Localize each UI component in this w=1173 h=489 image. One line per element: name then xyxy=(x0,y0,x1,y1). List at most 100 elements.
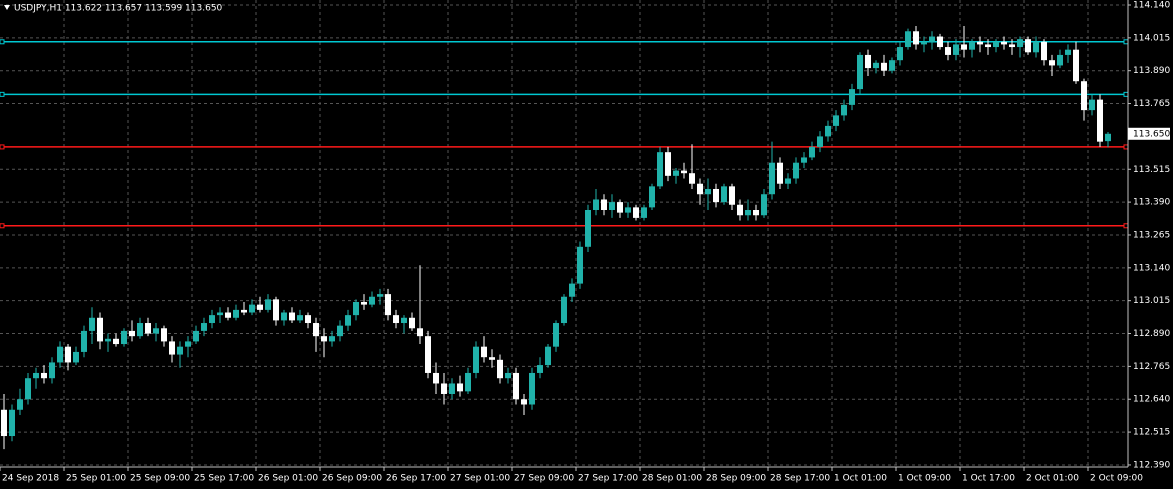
x-tick-label: 27 Sep 01:00 xyxy=(450,474,510,484)
y-tick-label: 113.015 xyxy=(1133,296,1170,306)
x-tick-label: 25 Sep 09:00 xyxy=(130,474,190,484)
candle-body xyxy=(497,359,503,379)
candle-body xyxy=(753,210,759,216)
candle-body xyxy=(217,312,223,316)
candle-body xyxy=(297,315,303,321)
candle-body xyxy=(729,186,735,205)
candle-body xyxy=(337,325,343,337)
candle-body xyxy=(89,317,95,331)
candle-body xyxy=(401,317,407,324)
candle-body xyxy=(665,152,671,176)
candle-body xyxy=(673,170,679,176)
candle-body xyxy=(241,309,247,313)
candle-body xyxy=(321,336,327,342)
candle-body xyxy=(1073,49,1079,82)
candle-body xyxy=(721,186,727,203)
candle-body xyxy=(289,312,295,321)
candle-body xyxy=(329,336,335,342)
candle-body xyxy=(41,372,47,379)
candle-body xyxy=(1009,44,1015,48)
x-tick-label: 27 Sep 09:00 xyxy=(514,474,574,484)
candle-body xyxy=(521,399,527,405)
candle-body xyxy=(585,210,591,247)
chart-title: USDJPY,H1 113.622 113.657 113.599 113.65… xyxy=(14,4,223,14)
y-tick-label: 112.890 xyxy=(1133,329,1170,339)
candle-body xyxy=(713,188,719,203)
candle-body xyxy=(873,62,879,69)
candle-body xyxy=(1081,81,1087,111)
candle-body xyxy=(969,41,975,50)
candle-body xyxy=(1065,49,1071,55)
candle-body xyxy=(481,346,487,358)
candle-body xyxy=(537,365,543,373)
candle-body xyxy=(33,372,39,379)
candle-body xyxy=(233,309,239,318)
candle-body xyxy=(345,315,351,326)
candle-body xyxy=(73,351,79,363)
candle-body xyxy=(577,246,583,284)
candle-body xyxy=(817,136,823,147)
candle-body xyxy=(825,125,831,137)
candle-body xyxy=(857,54,863,90)
x-tick-label: 26 Sep 01:00 xyxy=(258,474,318,484)
candle-body xyxy=(257,304,263,310)
candle-body xyxy=(881,62,887,71)
candle-body xyxy=(65,346,71,363)
candle-body xyxy=(433,372,439,384)
candle-body xyxy=(457,383,463,392)
x-tick-label: 2 Oct 01:00 xyxy=(1026,474,1079,484)
candle-body xyxy=(201,323,207,331)
candle-body xyxy=(649,186,655,208)
level-handle xyxy=(0,39,5,45)
candle-body xyxy=(897,47,903,61)
level-handle xyxy=(0,91,5,97)
candle-body xyxy=(9,409,15,437)
candle-layer xyxy=(1,26,1111,450)
title-arrow xyxy=(4,5,10,10)
candle-body xyxy=(81,330,87,352)
candle-body xyxy=(945,47,951,55)
candle-body xyxy=(889,60,895,71)
candle-body xyxy=(529,372,535,405)
candle-body xyxy=(393,315,399,324)
y-tick-label: 113.140 xyxy=(1133,263,1170,273)
candle-body xyxy=(561,296,567,324)
candle-body xyxy=(361,301,367,305)
x-tick-label: 1 Oct 17:00 xyxy=(962,474,1015,484)
candle-body xyxy=(601,199,607,211)
x-tick-label: 26 Sep 17:00 xyxy=(386,474,446,484)
candle-body xyxy=(993,41,999,48)
candle-body xyxy=(425,336,431,373)
y-tick-label: 113.390 xyxy=(1133,198,1170,208)
candle-body xyxy=(913,31,919,45)
candle-body xyxy=(209,315,215,324)
candle-body xyxy=(1033,41,1039,53)
grid-layer xyxy=(0,0,1127,466)
candle-body xyxy=(1089,99,1095,111)
candle-body xyxy=(449,383,455,394)
candle-body xyxy=(953,44,959,55)
level-handle xyxy=(1123,39,1129,45)
candle-body xyxy=(265,299,271,310)
x-tick-label: 1 Oct 09:00 xyxy=(898,474,951,484)
price-label-box xyxy=(1128,127,1170,140)
candle-body xyxy=(385,294,391,316)
candle-body xyxy=(569,283,575,297)
candle-body xyxy=(793,162,799,179)
candle-body xyxy=(353,301,359,316)
candle-body xyxy=(1025,39,1031,53)
candle-body xyxy=(1097,99,1103,142)
candle-body xyxy=(153,328,159,334)
candle-body xyxy=(617,202,623,213)
candle-body xyxy=(1001,41,1007,45)
candle-body xyxy=(785,178,791,184)
candle-body xyxy=(145,323,151,334)
candle-body xyxy=(193,330,199,342)
candle-body xyxy=(633,207,639,218)
candle-body xyxy=(225,312,231,318)
candle-body xyxy=(121,330,127,345)
candle-body xyxy=(593,199,599,211)
x-tick-label: 25 Sep 01:00 xyxy=(66,474,126,484)
